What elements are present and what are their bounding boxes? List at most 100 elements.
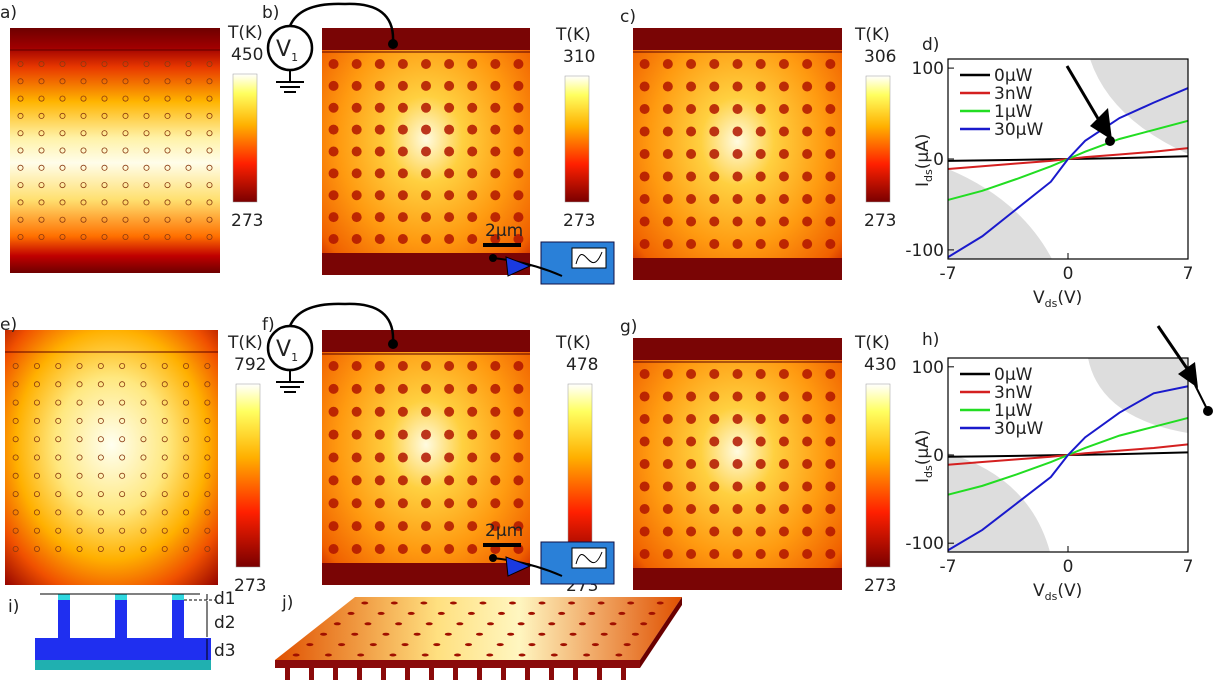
hole: [597, 601, 605, 605]
hole: [351, 59, 362, 69]
hole: [119, 399, 126, 406]
hole: [709, 126, 720, 137]
hole: [639, 216, 650, 227]
legend-label: 30μW: [994, 120, 1043, 140]
hole: [421, 59, 431, 69]
hole: [143, 199, 150, 206]
hole: [548, 622, 556, 626]
hole: [161, 436, 168, 443]
hole: [12, 454, 19, 461]
hole: [55, 527, 62, 534]
hole: [204, 472, 211, 479]
hole: [421, 475, 431, 486]
hole: [467, 80, 478, 91]
probe-tip: [489, 554, 497, 562]
hole: [76, 454, 83, 461]
hole: [143, 95, 150, 102]
hole: [444, 383, 455, 394]
hole: [686, 504, 697, 514]
hole: [825, 59, 836, 69]
hole: [778, 216, 789, 227]
hole: [709, 104, 720, 114]
hole: [17, 78, 24, 85]
hole: [351, 498, 362, 509]
hole: [755, 526, 766, 537]
hole: [185, 130, 192, 137]
hole: [33, 527, 40, 534]
hole: [648, 611, 656, 615]
hole: [513, 429, 524, 440]
hole: [467, 102, 478, 113]
hole: [825, 194, 836, 204]
hole: [76, 509, 83, 516]
hole: [456, 622, 464, 626]
hole: [732, 194, 743, 204]
hole: [76, 491, 83, 498]
edge-band: [633, 258, 842, 280]
colorbar-max: 306: [864, 47, 896, 67]
hole: [306, 643, 314, 647]
slab-top: [275, 597, 682, 660]
hole: [778, 459, 789, 469]
hole: [374, 168, 385, 179]
hole: [709, 391, 720, 402]
hole: [328, 59, 339, 69]
hole: [825, 436, 836, 447]
hole: [80, 95, 87, 102]
hole: [97, 509, 104, 516]
hole: [33, 417, 40, 424]
hole: [369, 643, 377, 647]
hole: [140, 472, 147, 479]
hole: [490, 406, 501, 417]
hole: [639, 526, 650, 537]
hole: [528, 643, 536, 647]
hole: [490, 146, 501, 157]
hole: [732, 369, 743, 379]
hole: [76, 472, 83, 479]
hole: [80, 147, 87, 154]
source-label: V1: [276, 37, 298, 64]
hole: [615, 653, 623, 657]
text-part: ds: [1045, 590, 1058, 603]
hole: [12, 362, 19, 369]
hole: [17, 112, 24, 119]
hole: [709, 369, 720, 379]
hole: [397, 80, 408, 91]
hole: [467, 146, 478, 157]
hole: [55, 362, 62, 369]
hole: [802, 149, 813, 159]
hole: [374, 146, 385, 157]
hole: [80, 112, 87, 119]
plot-frame: [947, 58, 1189, 260]
edge-band: [633, 28, 842, 50]
colorbar: [564, 75, 590, 203]
hole: [755, 126, 766, 137]
hole: [185, 61, 192, 68]
hole: [639, 369, 650, 379]
hole: [140, 436, 147, 443]
hole: [204, 546, 211, 553]
hole: [421, 498, 431, 509]
leg: [549, 668, 554, 680]
colorbar-title: T(K): [854, 333, 890, 353]
arrow: [1065, 65, 1102, 123]
hole: [161, 472, 168, 479]
hole: [778, 81, 789, 92]
hole: [382, 632, 390, 636]
hole: [206, 130, 213, 137]
hole: [101, 182, 108, 189]
hole: [328, 475, 339, 486]
hole: [444, 168, 455, 179]
hole: [397, 124, 408, 135]
hole: [732, 549, 743, 559]
hole: [591, 643, 599, 647]
panel-label: b): [262, 3, 279, 23]
hole: [639, 194, 650, 204]
hole: [164, 233, 171, 240]
hole: [185, 199, 192, 206]
colorbar-max: 310: [563, 47, 595, 67]
hole: [517, 622, 525, 626]
hole: [351, 102, 362, 113]
hole: [59, 182, 66, 189]
hole: [374, 498, 385, 509]
